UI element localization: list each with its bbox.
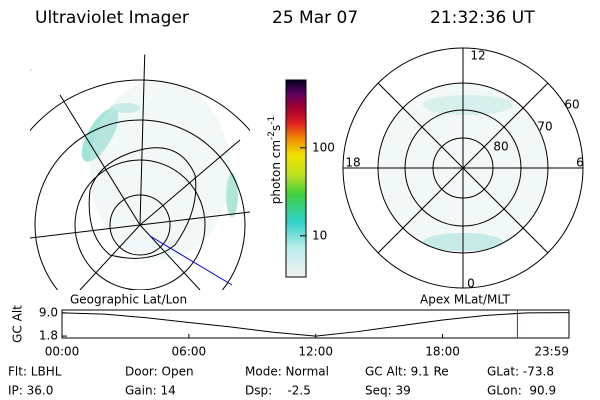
geographic-map — [30, 45, 250, 290]
title: Ultraviolet Imager — [35, 8, 189, 28]
mlt-label: 0 — [467, 277, 475, 291]
x-tick-label: 06:00 — [172, 345, 207, 359]
colorbar — [285, 79, 307, 278]
time: 21:32:36 UT — [430, 8, 535, 28]
mlat-label: 80 — [493, 140, 508, 154]
info-field: IP: 36.0 — [8, 384, 53, 398]
colorbar-tick-label: 100 — [312, 140, 335, 154]
colorbar-label: photon cm-2s-1 — [267, 116, 283, 205]
mlt-label: 6 — [576, 156, 584, 170]
polar-plot — [342, 47, 584, 289]
mlat-label: 70 — [537, 120, 552, 134]
y-axis-label: GC Alt — [11, 305, 25, 343]
y-tick-label: 1.8 — [39, 329, 58, 343]
label-part: photon cm — [269, 140, 283, 204]
colorbar-tick-label: 10 — [312, 228, 327, 242]
info-field: GLat: -73.8 — [487, 365, 554, 379]
altitude-line — [61, 312, 570, 337]
mlt-label: 18 — [345, 156, 360, 170]
x-tick-label: 12:00 — [298, 345, 333, 359]
label-part: s — [269, 125, 283, 131]
mlt-label: 12 — [470, 49, 485, 63]
x-tick-label: 18:00 — [425, 345, 460, 359]
info-field: Door: Open — [125, 365, 194, 379]
left-label: Geographic Lat/Lon — [70, 293, 187, 307]
date: 25 Mar 07 — [272, 8, 358, 28]
colorbar-label-group: photon cm-2s-1 — [267, 116, 283, 205]
altitude-plot-frame — [61, 309, 570, 339]
info-field: Flt: LBHL — [8, 365, 62, 379]
info-field: Seq: 39 — [365, 384, 411, 398]
y-tick-label: 9.0 — [39, 305, 58, 319]
mlat-label: 60 — [564, 98, 579, 112]
info-field: Gain: 14 — [125, 384, 176, 398]
info-field: GC Alt: 9.1 Re — [365, 365, 449, 379]
info-panel: Flt: LBHL Door: Open Mode: Normal GC Alt: 9… — [8, 365, 556, 398]
info-field: GLon: 90.9 — [487, 384, 556, 398]
superscript: -1 — [267, 116, 277, 125]
x-tick-label: 00:00 — [45, 345, 80, 359]
x-tick-label: 23:59 — [534, 345, 569, 359]
superscript: -2 — [267, 131, 277, 140]
info-field: Mode: Normal — [245, 365, 329, 379]
right-label: Apex MLat/MLT — [420, 293, 510, 307]
info-field: Dsp: -2.5 — [245, 384, 311, 398]
